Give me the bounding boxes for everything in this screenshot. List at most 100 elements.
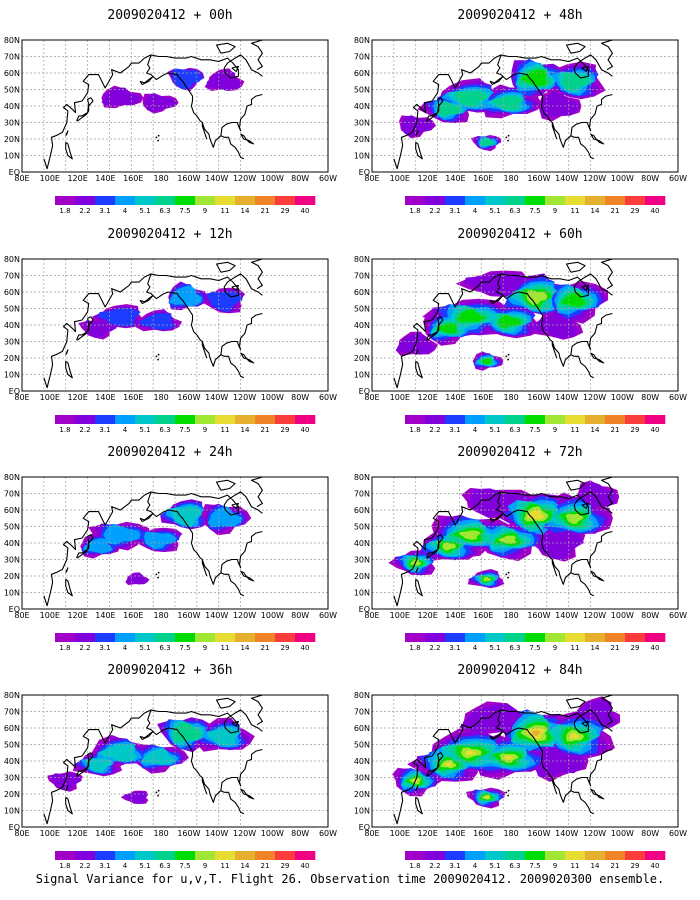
lat-tick-label: EQ: [9, 605, 20, 614]
colorbar-label: 4: [473, 862, 478, 869]
colorbar-swatch: [545, 196, 566, 205]
lat-tick-label: 20N: [354, 790, 370, 799]
coastlines: [43, 695, 263, 825]
lon-tick-label: 80W: [641, 829, 659, 838]
lon-tick-label: 60W: [319, 829, 337, 838]
panel-title: 2009020412 + 72h: [457, 445, 583, 460]
lat-tick-label: 30N: [354, 119, 370, 128]
lat-tick-label: EQ: [359, 605, 370, 614]
lon-tick-label: 100E: [40, 611, 60, 620]
lon-tick-label: 180: [503, 611, 518, 620]
variance-shading: [101, 67, 245, 114]
lat-tick-label: 50N: [354, 86, 370, 95]
lat-tick-label: 50N: [4, 86, 20, 95]
colorbar-swatch: [625, 415, 646, 424]
lon-tick-label: 160W: [527, 174, 550, 183]
lat-tick-label: 40N: [354, 757, 370, 766]
coastlines: [393, 477, 613, 607]
colorbar-swatch: [585, 196, 606, 205]
colorbar-label: 1.8: [59, 644, 70, 651]
colorbar-swatch: [55, 196, 76, 205]
colorbar-label: 14: [591, 426, 600, 433]
colorbar-swatch: [295, 851, 316, 860]
coastlines: [393, 695, 613, 825]
colorbar-label: 40: [301, 207, 310, 214]
lon-tick-label: 160E: [123, 829, 143, 838]
colorbar-label: 2.2: [79, 426, 90, 433]
graticule: [22, 695, 328, 827]
colorbar-swatch: [235, 633, 256, 642]
colorbar-label: 11: [221, 862, 230, 869]
colorbar-swatch: [75, 196, 96, 205]
coastlines: [393, 40, 613, 170]
colorbar-swatch: [445, 633, 466, 642]
lon-tick-label: 160E: [123, 393, 143, 402]
lon-tick-label: 100E: [40, 174, 60, 183]
colorbar-swatch: [75, 633, 96, 642]
lat-tick-label: 70N: [4, 490, 20, 499]
figure-caption: Signal Variance for u,v,T. Flight 26. Ob…: [35, 872, 665, 886]
lon-tick-label: 140W: [555, 611, 578, 620]
lon-tick-label: 120W: [583, 174, 606, 183]
lat-tick-label: EQ: [9, 387, 20, 396]
map-panel: 2009020412 + 48h 80E 100E 120E 140E 160E 180 16…: [350, 0, 690, 214]
lon-tick-label: 140W: [205, 174, 228, 183]
lon-tick-label: 140E: [445, 611, 465, 620]
colorbar-swatch: [405, 633, 426, 642]
colorbar-label: 29: [631, 862, 640, 869]
colorbar-label: 6.3: [509, 426, 520, 433]
colorbar-swatch: [465, 196, 486, 205]
graticule: [372, 259, 678, 391]
colorbar-label: 1.8: [59, 426, 70, 433]
lat-tick-label: 40N: [4, 102, 20, 111]
colorbar-swatch: [95, 415, 116, 424]
colorbar-swatch: [215, 633, 236, 642]
colorbar: 1.8 2.2 3.1 4 5.1 6.3 7.5 9 11 14 21 29 40: [405, 633, 666, 651]
lat-tick-label: 60N: [4, 506, 20, 515]
colorbar-label: 29: [281, 862, 290, 869]
lat-tick-label: 20N: [354, 135, 370, 144]
lon-tick-label: 140W: [555, 393, 578, 402]
colorbar-label: 11: [571, 644, 580, 651]
colorbar-swatch: [645, 851, 666, 860]
lat-tick-label: 40N: [4, 321, 20, 330]
lat-tick-label: 10N: [354, 371, 370, 380]
lon-tick-label: 160E: [473, 393, 493, 402]
colorbar-swatch: [275, 415, 296, 424]
colorbar-label: 40: [651, 862, 660, 869]
lon-tick-label: 160E: [473, 611, 493, 620]
colorbar-label: 21: [611, 426, 620, 433]
colorbar-label: 40: [651, 644, 660, 651]
lat-tick-label: 10N: [4, 152, 20, 161]
lon-tick-label: 80W: [291, 393, 309, 402]
colorbar-swatch: [235, 196, 256, 205]
colorbar-swatch: [255, 415, 276, 424]
panel-title: 2009020412 + 12h: [107, 227, 233, 242]
lon-tick-label: 160W: [177, 611, 200, 620]
lat-tick-label: EQ: [9, 823, 20, 832]
colorbar-label: 2.2: [79, 644, 90, 651]
lat-tick-label: 80N: [354, 36, 370, 45]
lon-tick-label: 120E: [417, 393, 437, 402]
lon-tick-label: 120W: [583, 829, 606, 838]
variance-shading: [392, 696, 620, 809]
lon-tick-label: 160W: [177, 393, 200, 402]
lat-tick-label: 50N: [4, 741, 20, 750]
colorbar-label: 5.1: [489, 207, 500, 214]
colorbar-label: 3.1: [99, 207, 110, 214]
lat-tick-label: 30N: [4, 556, 20, 565]
lon-tick-label: 120W: [583, 611, 606, 620]
colorbar-label: 2.2: [429, 426, 440, 433]
lat-tick-label: 40N: [354, 102, 370, 111]
lat-tick-label: 50N: [354, 305, 370, 314]
colorbar-swatch: [565, 633, 586, 642]
lon-tick-label: 120E: [417, 611, 437, 620]
lat-tick-label: 70N: [354, 272, 370, 281]
colorbar-swatch: [55, 415, 76, 424]
colorbar-label: 3.1: [99, 644, 110, 651]
colorbar-label: 6.3: [159, 644, 170, 651]
variance-shading: [399, 58, 606, 152]
colorbar-swatch: [155, 851, 176, 860]
colorbar-label: 21: [611, 207, 620, 214]
lat-tick-label: 20N: [4, 572, 20, 581]
